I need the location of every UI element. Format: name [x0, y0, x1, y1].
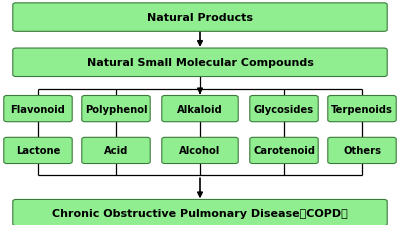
Text: Alkaloid: Alkaloid: [177, 104, 223, 114]
FancyBboxPatch shape: [4, 96, 72, 122]
Text: Natural Small Molecular Compounds: Natural Small Molecular Compounds: [86, 58, 314, 68]
FancyBboxPatch shape: [13, 4, 387, 32]
FancyBboxPatch shape: [4, 138, 72, 164]
Text: Polyphenol: Polyphenol: [85, 104, 147, 114]
FancyBboxPatch shape: [250, 96, 318, 122]
Text: Terpenoids: Terpenoids: [331, 104, 393, 114]
Text: Lactone: Lactone: [16, 146, 60, 156]
FancyBboxPatch shape: [13, 49, 387, 77]
Text: Glycosides: Glycosides: [254, 104, 314, 114]
FancyBboxPatch shape: [82, 138, 150, 164]
FancyBboxPatch shape: [328, 96, 396, 122]
Text: Alcohol: Alcohol: [179, 146, 221, 156]
Text: Acid: Acid: [104, 146, 128, 156]
Text: Chronic Obstructive Pulmonary Disease（COPD）: Chronic Obstructive Pulmonary Disease（CO…: [52, 208, 348, 218]
FancyBboxPatch shape: [162, 96, 238, 122]
Text: Carotenoid: Carotenoid: [253, 146, 315, 156]
FancyBboxPatch shape: [328, 138, 396, 164]
FancyBboxPatch shape: [13, 200, 387, 225]
Text: Flavonoid: Flavonoid: [10, 104, 66, 114]
Text: Others: Others: [343, 146, 381, 156]
FancyBboxPatch shape: [82, 96, 150, 122]
Text: Natural Products: Natural Products: [147, 13, 253, 23]
FancyBboxPatch shape: [162, 138, 238, 164]
FancyBboxPatch shape: [250, 138, 318, 164]
